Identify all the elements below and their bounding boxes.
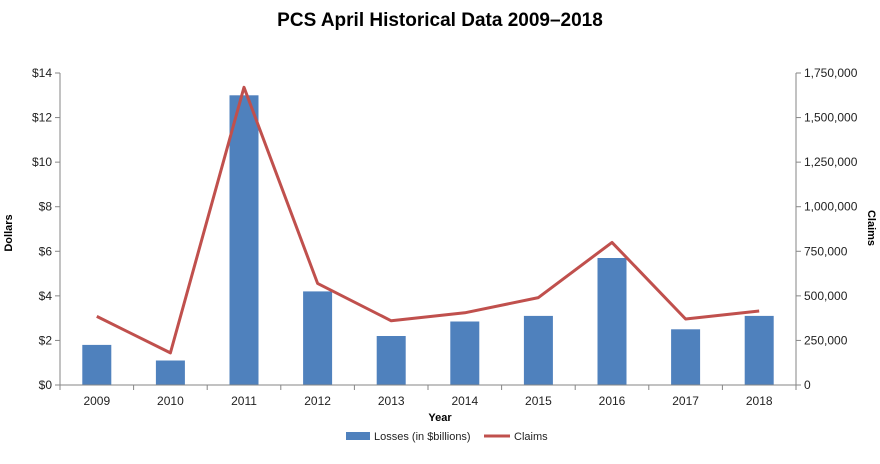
legend-label-claims: Claims — [514, 431, 548, 443]
bar-2015 — [523, 315, 553, 385]
x-tick-label: 2011 — [231, 394, 257, 408]
y2-tick-label: 1,250,000 — [804, 155, 858, 169]
x-tick-label: 2013 — [378, 394, 405, 408]
y2-tick-label: 1,500,000 — [804, 111, 858, 125]
bar-2014 — [450, 321, 480, 385]
y2-axis-title: Claims — [865, 210, 877, 246]
y-axis-title: Dollars — [3, 214, 15, 251]
line-layer — [96, 85, 760, 355]
y-tick-label: $12 — [32, 111, 52, 125]
bar-2013 — [376, 336, 406, 385]
y2-tick-label: 1,750,000 — [804, 66, 858, 80]
x-tick-label: 2009 — [83, 394, 110, 408]
y2-tick-label: 0 — [804, 378, 811, 392]
x-tick-label: 2014 — [451, 394, 478, 408]
y-tick-label: $6 — [39, 244, 53, 258]
y-tick-label: $2 — [39, 333, 53, 347]
y2-tick-label: 250,000 — [804, 333, 848, 347]
axes-layer — [55, 72, 801, 390]
y-tick-label: $14 — [32, 66, 52, 80]
tick-labels-layer: $0 $2 $4 $6 $8 $10 $12 $14 0 250,000 500,000 750,00… — [32, 66, 858, 408]
x-tick-label: 2012 — [304, 394, 331, 408]
legend: Losses (in $billions) Claims — [346, 431, 548, 443]
bar-2018 — [744, 315, 774, 385]
bar-2012 — [303, 291, 333, 385]
x-tick-label: 2015 — [525, 394, 552, 408]
x-tick-label: 2010 — [157, 394, 184, 408]
bar-2011 — [229, 95, 259, 386]
y2-tick-label: 500,000 — [804, 289, 848, 303]
bar-2009 — [82, 344, 112, 385]
y-tick-label: $8 — [39, 200, 53, 214]
y-tick-label: $4 — [39, 289, 53, 303]
claims-line — [96, 85, 760, 355]
bars-layer — [82, 95, 774, 386]
x-axis-title: Year — [428, 412, 452, 424]
x-tick-label: 2018 — [746, 394, 773, 408]
chart-title: PCS April Historical Data 2009–2018 — [277, 10, 603, 31]
y-tick-label: $10 — [32, 155, 52, 169]
y-tick-label: $0 — [39, 378, 53, 392]
bar-2017 — [671, 329, 701, 385]
y2-tick-label: 750,000 — [804, 244, 848, 258]
x-tick-label: 2016 — [599, 394, 626, 408]
y2-tick-label: 1,000,000 — [804, 200, 858, 214]
x-tick-label: 2017 — [672, 394, 699, 408]
legend-swatch-losses — [346, 432, 370, 440]
bar-2016 — [597, 258, 627, 385]
legend-label-losses: Losses (in $billions) — [374, 431, 471, 443]
bar-2010 — [155, 360, 185, 385]
